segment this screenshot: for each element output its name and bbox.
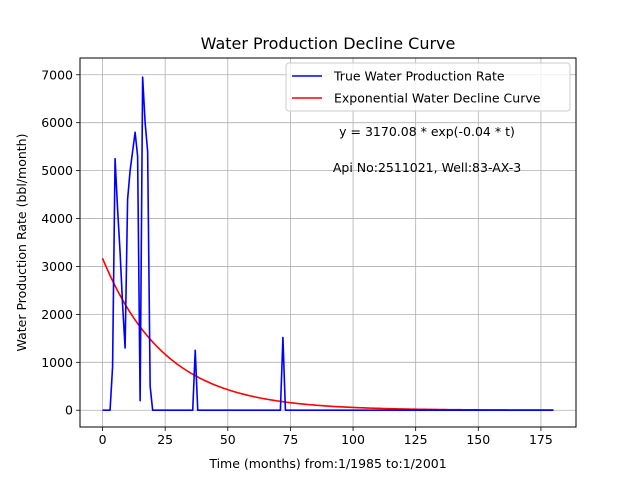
x-tick-label: 0 — [99, 432, 107, 447]
y-tick-label: 5000 — [41, 163, 73, 178]
y-tick-label: 3000 — [41, 259, 73, 274]
y-tick-label: 1000 — [41, 355, 73, 370]
x-tick-label: 75 — [282, 432, 298, 447]
series-layer — [101, 76, 554, 412]
x-tick-label: 50 — [220, 432, 236, 447]
legend-label-true-rate: True Water Production Rate — [333, 69, 505, 84]
x-tick-label: 100 — [341, 432, 365, 447]
plot-frame — [79, 57, 577, 428]
y-tick-label: 7000 — [41, 67, 73, 82]
y-tick-label: 6000 — [41, 115, 73, 130]
axis-ticks: 0 25 50 75 100 125 150 175 0 1000 2000 3000 4000 5000… — [41, 67, 553, 447]
y-tick-label: 4000 — [41, 211, 73, 226]
y-axis-label: Water Production Rate (bbl/month) — [14, 134, 29, 352]
x-tick-label: 150 — [466, 432, 490, 447]
x-tick-label: 125 — [404, 432, 428, 447]
well-annotation: Api No:2511021, Well:83-AX-3 — [333, 160, 521, 175]
legend: True Water Production Rate Exponential W… — [285, 62, 571, 112]
x-tick-label: 25 — [157, 432, 173, 447]
chart-title: Water Production Decline Curve — [201, 34, 456, 53]
equation-annotation: y = 3170.08 * exp(-0.04 * t) — [339, 124, 515, 139]
y-tick-label: 2000 — [41, 307, 73, 322]
x-axis-label: Time (months) from:1/1985 to:1/2001 — [208, 456, 446, 471]
y-tick-label: 0 — [65, 403, 73, 418]
series-true-water-production-rate — [102, 76, 554, 412]
legend-label-exp-curve: Exponential Water Decline Curve — [334, 91, 541, 106]
x-tick-label: 175 — [529, 432, 553, 447]
legend-box — [285, 62, 571, 112]
